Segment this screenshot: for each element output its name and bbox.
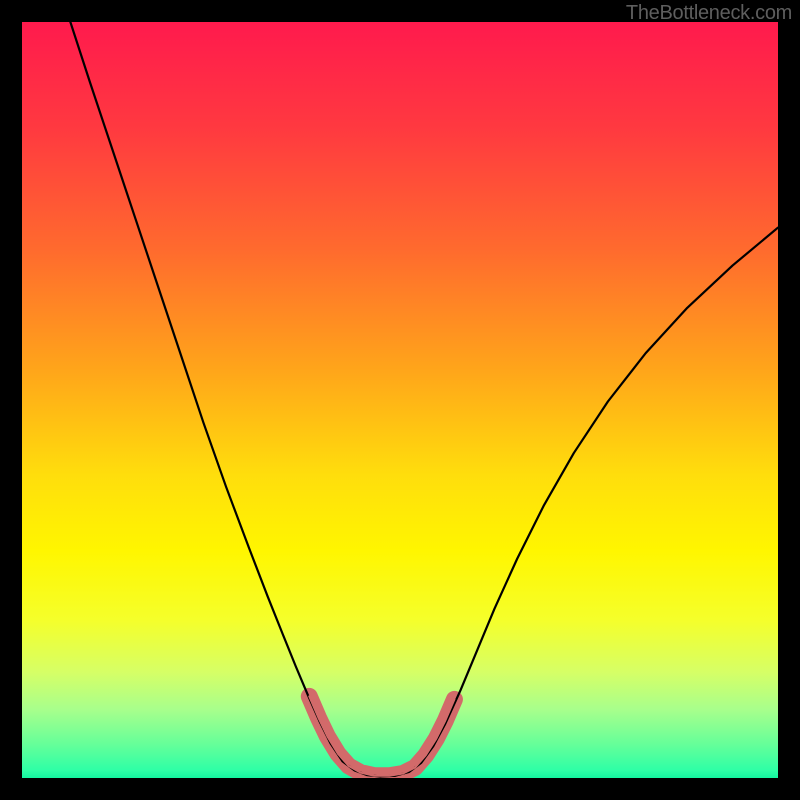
watermark-text: TheBottleneck.com [626, 2, 792, 25]
bottleneck-chart [0, 0, 800, 800]
chart-canvas: TheBottleneck.com [0, 0, 800, 800]
plot-background [22, 22, 778, 778]
